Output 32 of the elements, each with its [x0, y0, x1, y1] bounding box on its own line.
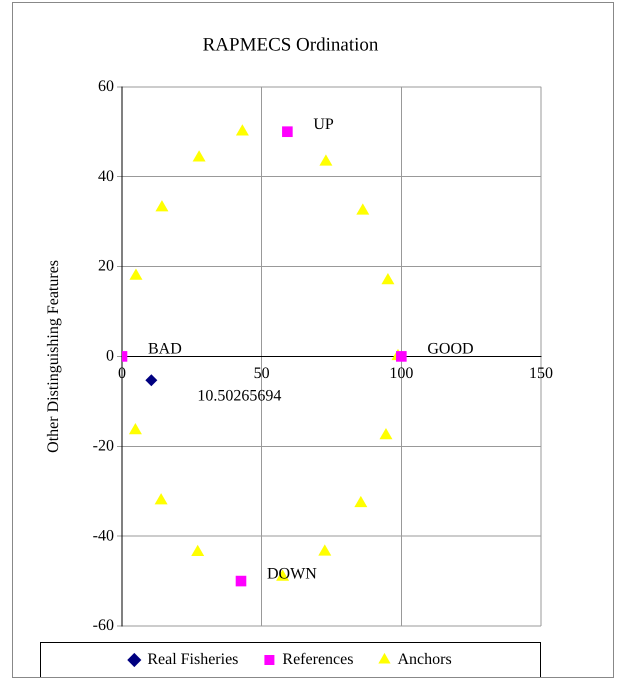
point: [354, 496, 368, 508]
point: [379, 428, 392, 440]
legend-label: References: [282, 651, 354, 668]
y-tick-label: 40: [98, 168, 114, 185]
point: [129, 268, 142, 280]
point: [155, 200, 168, 212]
x-tick-label: 50: [254, 365, 270, 382]
annotation: 10.50265694: [197, 387, 282, 404]
x-tick-label: 150: [529, 365, 553, 382]
point: [128, 423, 142, 434]
point: [192, 150, 206, 162]
data-label: UP: [313, 116, 334, 133]
y-tick-label: -40: [92, 527, 114, 544]
data-label: GOOD: [427, 340, 474, 358]
y-tick-label: -60: [92, 617, 114, 634]
point: [381, 272, 394, 284]
point: [356, 203, 370, 215]
point: [318, 544, 332, 556]
point: [319, 154, 332, 166]
data-label: BAD: [148, 340, 182, 358]
y-tick-label: 0: [106, 348, 114, 365]
y-tick-label: 20: [98, 258, 114, 275]
point: [236, 124, 249, 136]
point: [191, 544, 204, 556]
y-tick-label: 60: [98, 78, 114, 96]
legend-label: Anchors: [397, 651, 452, 668]
point: [154, 493, 168, 504]
x-tick-label: 100: [389, 365, 414, 382]
y-tick-label: -20: [92, 437, 114, 454]
legend-label: Real Fisheries: [147, 651, 238, 668]
chart-title: RAPMECS Ordination: [202, 34, 379, 56]
y-axis-title: Other Distinguishing Features: [44, 260, 62, 453]
